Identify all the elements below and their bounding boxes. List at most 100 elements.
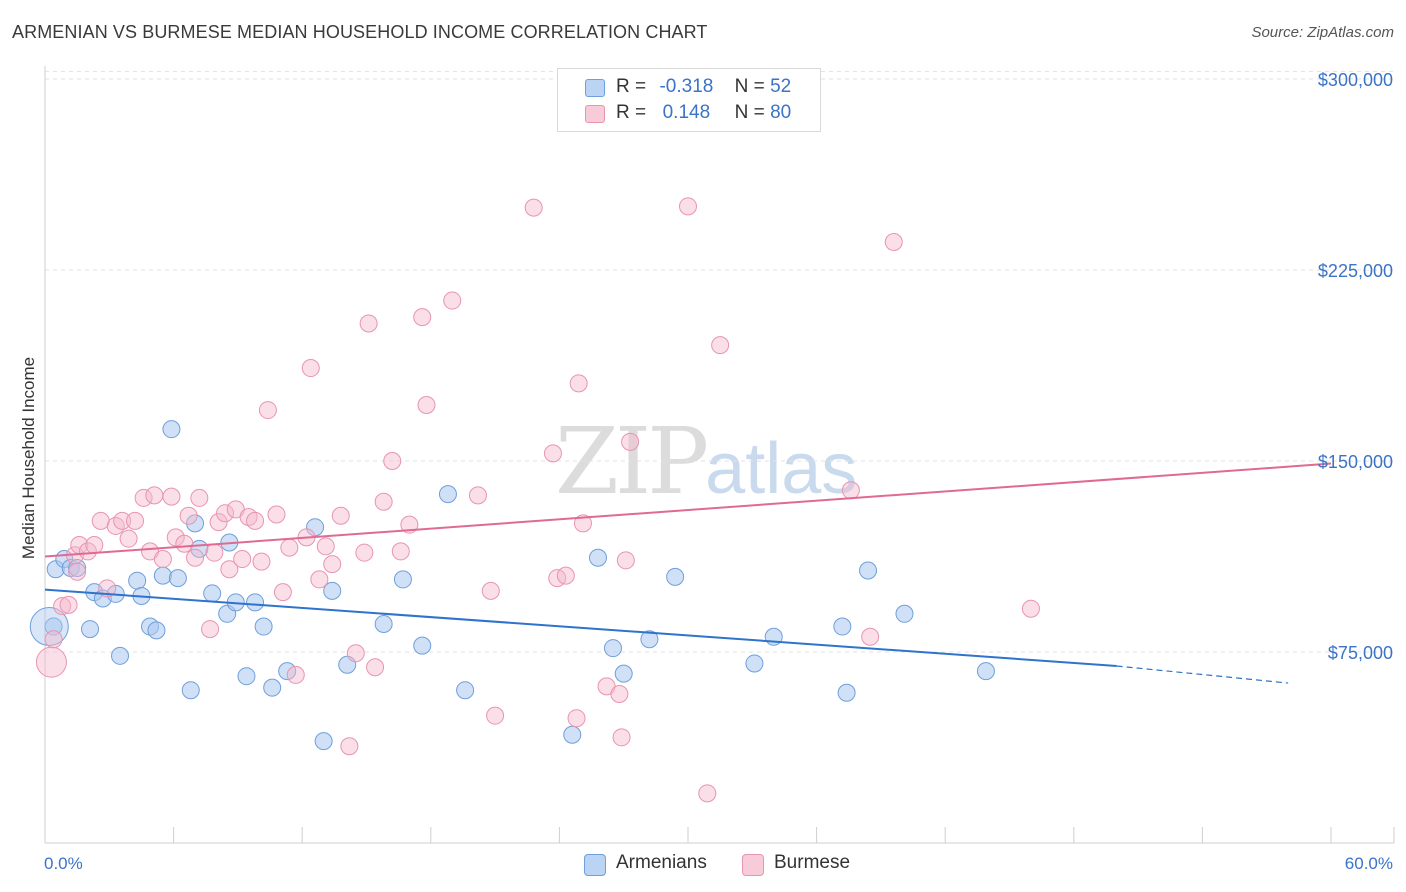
burmese-point [78,542,97,561]
armenian-point [29,607,69,647]
burmese-point [316,537,335,556]
armenian-point [186,514,205,533]
burmese-point [355,543,374,562]
armenians-legend-icon [584,854,606,876]
burmese-point [340,737,359,756]
burmese-point [841,481,860,500]
burmese-point [209,513,228,532]
burmese-point [468,486,487,505]
armenian-point [438,485,457,504]
burmese-point [301,359,320,378]
x-tick-label: 0.0% [44,854,83,873]
burmese-point [1021,599,1040,618]
burmese-point [417,395,436,414]
y-tick-label: $75,000 [1328,643,1393,663]
burmese-point [374,492,393,511]
burmese-point [98,579,117,598]
burmese-legend-icon [742,854,764,876]
burmese-point [44,630,63,649]
armenian-point [456,681,475,700]
armenian-point [254,617,273,636]
burmese-point [621,432,640,451]
armenian-point [314,732,333,751]
axes [44,66,1395,844]
burmese-point [119,529,138,548]
burmese-point [443,291,462,310]
burmese-point [280,538,299,557]
burmese-point [68,562,87,581]
burmese-point [205,543,224,562]
burmese-point [331,506,350,525]
watermark-atlas: atlas [705,429,858,509]
burmese-point [569,374,588,393]
burmese-point [126,511,145,530]
armenian-point [859,561,878,580]
armenian-point [837,683,856,702]
burmese-point [346,644,365,663]
burmese-point [366,658,385,677]
armenian-point [162,420,181,439]
tick-labels: $75,000 $150,000 $225,000 $300,000 0.0% 60.0%… [19,70,1393,873]
armenian-point [128,571,147,590]
burmese-point [413,308,432,327]
burmese-point [175,534,194,553]
burmese-point [179,506,198,525]
armenian-point [181,681,200,700]
burmese-point [153,550,172,569]
burmese-point [35,646,67,678]
burmese-point [258,401,277,420]
armenian-point [588,548,607,567]
armenian-point [976,662,995,681]
burmese-point [59,595,78,614]
burmese-point [861,627,880,646]
chart-title: ARMENIAN VS BURMESE MEDIAN HOUSEHOLD INC… [12,22,708,42]
legend-n-value: 80 [770,102,792,123]
armenian-point [833,617,852,636]
armenian-point [237,667,256,686]
source-label: Source: ZipAtlas.com [1251,24,1394,41]
burmese-point [310,570,329,589]
trend-lines [44,462,1332,684]
burmese-point [391,542,410,561]
y-tick-label: $300,000 [1318,70,1393,90]
armenian-point [666,567,685,586]
legend-n-label: N = [734,76,765,97]
armenian-point [603,639,622,658]
legend-n-label: N = [734,102,765,123]
armenian-point [168,569,187,588]
armenian-point [246,593,265,612]
armenian-point [374,614,393,633]
burmese-points [35,197,1040,803]
burmese-point [246,511,265,530]
burmese-point [252,552,271,571]
armenian-point [278,662,297,681]
legend-r-value: -0.318 [659,76,714,97]
armenians-trend-extension [1116,665,1289,684]
burmese-point [543,444,562,463]
armenian-point [44,617,63,636]
burmese-point [145,486,164,505]
burmese-point [113,511,132,530]
burmese-point [481,581,500,600]
burmese-point [524,198,543,217]
y-tick-label: $225,000 [1318,261,1393,281]
burmese-point [884,232,903,251]
burmese-point [567,709,586,728]
armenian-point [203,584,222,603]
burmese-point [573,514,592,533]
armenian-point [640,630,659,649]
burmese-point [323,555,342,574]
burmese-legend-label: Burmese [774,852,851,873]
burmese-point [612,728,631,747]
armenian-point [323,581,342,600]
armenian-point [393,570,412,589]
burmese-point [162,487,181,506]
burmese-point [486,706,505,725]
burmese-point [556,566,575,585]
armenian-point [81,620,100,639]
burmese-point [220,560,239,579]
burmese-point [91,511,110,530]
armenian-point [147,621,166,640]
armenian-point [153,566,172,585]
